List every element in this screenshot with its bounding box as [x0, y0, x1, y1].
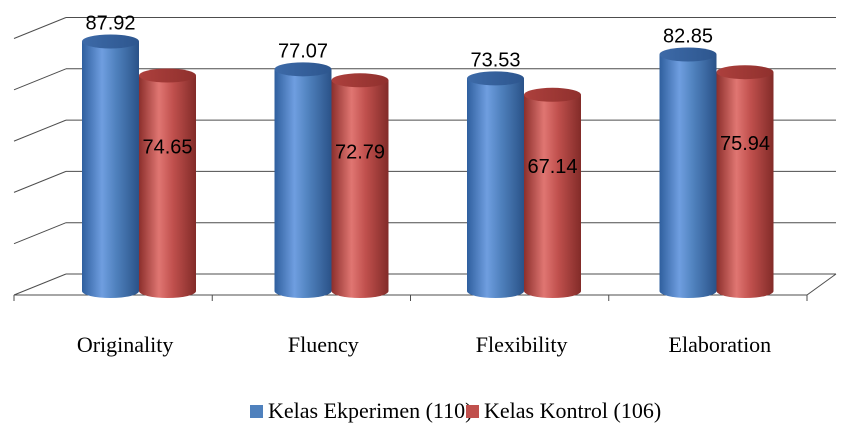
category-labels: Originality Fluency Flexibility Elaboration: [77, 332, 771, 357]
bar: [274, 62, 332, 298]
data-label: 67.14: [527, 156, 577, 178]
gridline-side: [13, 222, 67, 245]
data-label: 74.65: [142, 137, 192, 159]
legend-swatch: [466, 405, 479, 418]
bar-top: [524, 87, 581, 102]
bar: [524, 87, 581, 299]
bar: [659, 47, 717, 299]
bar: [467, 71, 524, 298]
category-label: Flexibility: [476, 332, 568, 357]
legend-label: Kelas Ekperimen (110): [268, 398, 472, 423]
category-label: Originality: [77, 332, 174, 357]
bar-top: [467, 71, 524, 86]
bar-body: [659, 54, 717, 299]
gridline-side: [13, 119, 67, 142]
bar-top: [274, 62, 332, 77]
bar: [82, 34, 139, 298]
data-label: 75.94: [720, 133, 770, 155]
data-label: 77.07: [278, 40, 328, 62]
bar-body: [274, 69, 332, 298]
bar: [139, 68, 196, 298]
bar-body: [467, 78, 524, 298]
bars: [82, 34, 774, 299]
bar-top: [331, 73, 389, 88]
bar-body: [139, 75, 196, 298]
legend-swatch: [250, 405, 263, 418]
gridline-side: [13, 170, 67, 193]
data-labels: 87.92 74.65 77.07 72.79 73.53 67.14 82.85 75.94: [85, 12, 770, 177]
category-label: Elaboration: [669, 332, 772, 357]
data-label: 73.53: [470, 49, 520, 71]
bar-top: [659, 47, 717, 62]
bar-top: [139, 68, 196, 83]
data-label: 72.79: [335, 141, 385, 163]
bar: [331, 73, 389, 299]
bar-body: [331, 80, 389, 299]
gridline-side: [13, 273, 67, 296]
bar-top: [716, 65, 774, 80]
data-label: 82.85: [663, 25, 713, 47]
bar-top: [82, 34, 139, 49]
legend-item: Kelas Kontrol (106): [466, 398, 661, 423]
bar-body: [82, 41, 139, 298]
legend-item: Kelas Ekperimen (110): [250, 398, 472, 423]
bar-body: [716, 72, 774, 298]
legend: Kelas Ekperimen (110) Kelas Kontrol (106): [250, 398, 661, 423]
legend-label: Kelas Kontrol (106): [484, 398, 661, 423]
bar: [716, 65, 774, 298]
floor-edge: [806, 273, 837, 296]
category-label: Fluency: [288, 332, 359, 357]
data-label: 87.92: [85, 12, 135, 34]
gridline-side: [13, 17, 67, 39]
bar-body: [524, 94, 581, 299]
gridline-side: [13, 68, 67, 91]
